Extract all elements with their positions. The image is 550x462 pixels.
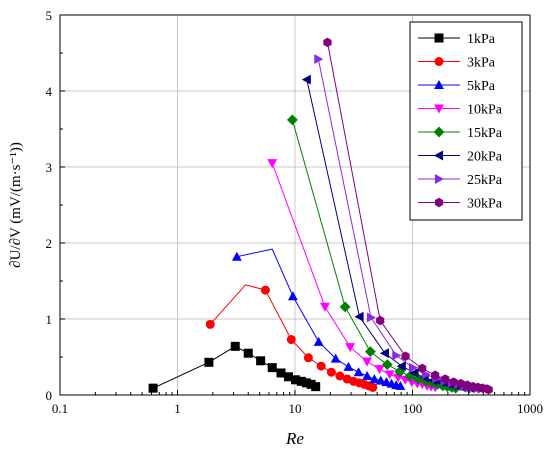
- y-tick-label: 2: [46, 236, 53, 251]
- data-point-10kPa: [362, 357, 372, 367]
- legend-label: 20kPa: [467, 150, 503, 165]
- legend-marker-10kPa: [434, 104, 444, 114]
- data-point-30kPa: [401, 351, 410, 361]
- data-point-25kPa: [392, 350, 402, 361]
- data-point-1kPa: [296, 376, 306, 386]
- data-point-15kPa: [286, 114, 298, 126]
- data-point-3kPa: [326, 367, 336, 377]
- legend-label: 3kPa: [467, 56, 496, 71]
- data-point-30kPa: [376, 315, 385, 326]
- data-point-5kPa: [353, 367, 364, 377]
- data-point-10kPa: [384, 370, 395, 380]
- data-point-25kPa: [314, 54, 324, 65]
- data-point-10kPa: [267, 159, 278, 169]
- x-tick-label: 10: [289, 401, 302, 416]
- data-point-15kPa: [381, 359, 393, 370]
- data-point-3kPa: [303, 353, 313, 363]
- data-point-5kPa: [375, 375, 386, 385]
- data-point-1kPa: [148, 383, 158, 393]
- legend-box: [409, 21, 523, 221]
- data-point-3kPa: [260, 285, 270, 295]
- data-point-20kPa: [409, 368, 419, 378]
- data-point-3kPa: [368, 382, 378, 392]
- data-point-5kPa: [343, 361, 354, 371]
- data-point-25kPa: [366, 312, 376, 323]
- y-axis-label: ∂U/∂V (mV/(m·s⁻¹)): [8, 142, 24, 268]
- data-point-25kPa: [408, 362, 418, 373]
- data-point-5kPa: [395, 380, 406, 390]
- legend-label: 1kPa: [467, 32, 496, 47]
- legend-marker-15kPa: [433, 126, 445, 138]
- data-point-1kPa: [276, 368, 286, 378]
- data-point-3kPa: [316, 361, 326, 371]
- data-point-30kPa: [484, 384, 493, 395]
- data-point-1kPa: [291, 375, 301, 385]
- data-point-30kPa: [323, 37, 332, 48]
- data-point-30kPa: [441, 374, 450, 384]
- legend-marker-3kPa: [434, 57, 444, 66]
- data-point-30kPa: [431, 370, 440, 380]
- legend-marker-30kPa: [434, 197, 444, 208]
- data-point-1kPa: [256, 356, 266, 366]
- series-markers: [148, 37, 493, 395]
- data-point-5kPa: [369, 374, 380, 384]
- y-tick-label: 0: [46, 388, 53, 403]
- legend-marker-20kPa: [434, 150, 444, 161]
- legend-label: 30kPa: [467, 197, 503, 212]
- data-point-10kPa: [345, 343, 356, 353]
- data-point-1kPa: [204, 357, 214, 367]
- data-point-20kPa: [301, 74, 311, 85]
- x-axis-ticks: 0.1 1 10 100 1000: [52, 390, 543, 416]
- legend-marker-1kPa: [434, 33, 444, 43]
- data-point-5kPa: [362, 371, 373, 381]
- legend: 1kPa 3kPa 5kPa 10kPa 15kPa 20kPa 25kPa 30kPa: [409, 21, 523, 221]
- legend-label: 25kPa: [467, 173, 503, 188]
- y-tick-label: 4: [46, 84, 53, 99]
- x-axis-label: Re: [285, 429, 304, 448]
- legend-label: 5kPa: [467, 79, 496, 94]
- y-tick-label: 3: [46, 160, 53, 175]
- data-point-15kPa: [364, 346, 376, 358]
- legend-marker-25kPa: [434, 174, 444, 184]
- data-point-3kPa: [286, 335, 296, 345]
- data-point-5kPa: [231, 251, 242, 261]
- data-point-1kPa: [301, 378, 311, 388]
- data-point-3kPa: [335, 371, 345, 381]
- data-point-10kPa: [374, 365, 385, 375]
- data-point-30kPa: [449, 377, 458, 387]
- data-point-1kPa: [267, 363, 277, 373]
- data-point-10kPa: [320, 302, 330, 312]
- x-tick-label: 1000: [517, 401, 543, 416]
- data-point-30kPa: [456, 378, 465, 389]
- data-point-1kPa: [230, 341, 240, 351]
- legend-marker-5kPa: [434, 80, 444, 90]
- data-point-1kPa: [283, 372, 293, 382]
- legend-label: 10kPa: [467, 103, 503, 118]
- x-tick-label: 1: [174, 401, 181, 416]
- x-tick-label: 100: [403, 401, 423, 416]
- data-point-30kPa: [418, 363, 427, 374]
- data-point-5kPa: [313, 336, 324, 346]
- data-point-15kPa: [339, 301, 351, 313]
- data-point-1kPa: [311, 382, 321, 392]
- data-point-20kPa: [379, 348, 389, 359]
- y-axis-ticks: 0 1 2 3 4 5: [46, 8, 65, 403]
- data-point-20kPa: [396, 361, 406, 372]
- data-point-1kPa: [306, 379, 316, 389]
- data-point-3kPa: [205, 319, 215, 329]
- legend-label: 15kPa: [467, 126, 503, 141]
- data-point-5kPa: [330, 353, 341, 363]
- data-point-5kPa: [287, 291, 298, 301]
- y-tick-label: 1: [46, 312, 53, 327]
- y-tick-label: 5: [46, 8, 53, 23]
- data-point-20kPa: [354, 311, 364, 322]
- data-point-1kPa: [243, 348, 253, 358]
- x-tick-label: 0.1: [52, 401, 68, 416]
